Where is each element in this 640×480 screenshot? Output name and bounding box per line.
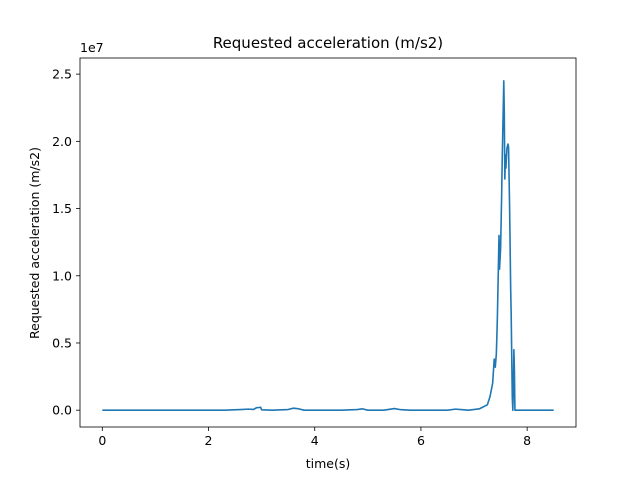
y-axis-label: Requested acceleration (m/s2) [27, 147, 42, 339]
plot-frame [79, 57, 577, 428]
x-tick-label: 4 [311, 433, 319, 448]
x-tick-label: 6 [417, 433, 425, 448]
x-tick-label: 0 [98, 433, 106, 448]
y-tick-label: 2.5 [52, 67, 72, 82]
series-line [102, 80, 554, 412]
x-tick-label: 8 [523, 433, 531, 448]
y-tick-label: 2.0 [52, 134, 72, 149]
y-axis: 0.0 0.5 1.0 1.5 2.0 2.5 [52, 67, 80, 418]
y-tick-label: 1.0 [52, 268, 72, 283]
x-tick-label: 2 [205, 433, 213, 448]
plot-area [79, 57, 577, 428]
y-offset-label: 1e7 [80, 40, 104, 55]
y-tick-label: 0.5 [52, 335, 72, 350]
y-tick-label: 0.0 [52, 403, 72, 418]
x-axis: 0 2 4 6 8 [98, 427, 531, 448]
y-tick-label: 1.5 [52, 201, 72, 216]
chart-title: Requested acceleration (m/s2) [213, 34, 443, 52]
x-axis-label: time(s) [306, 456, 351, 471]
